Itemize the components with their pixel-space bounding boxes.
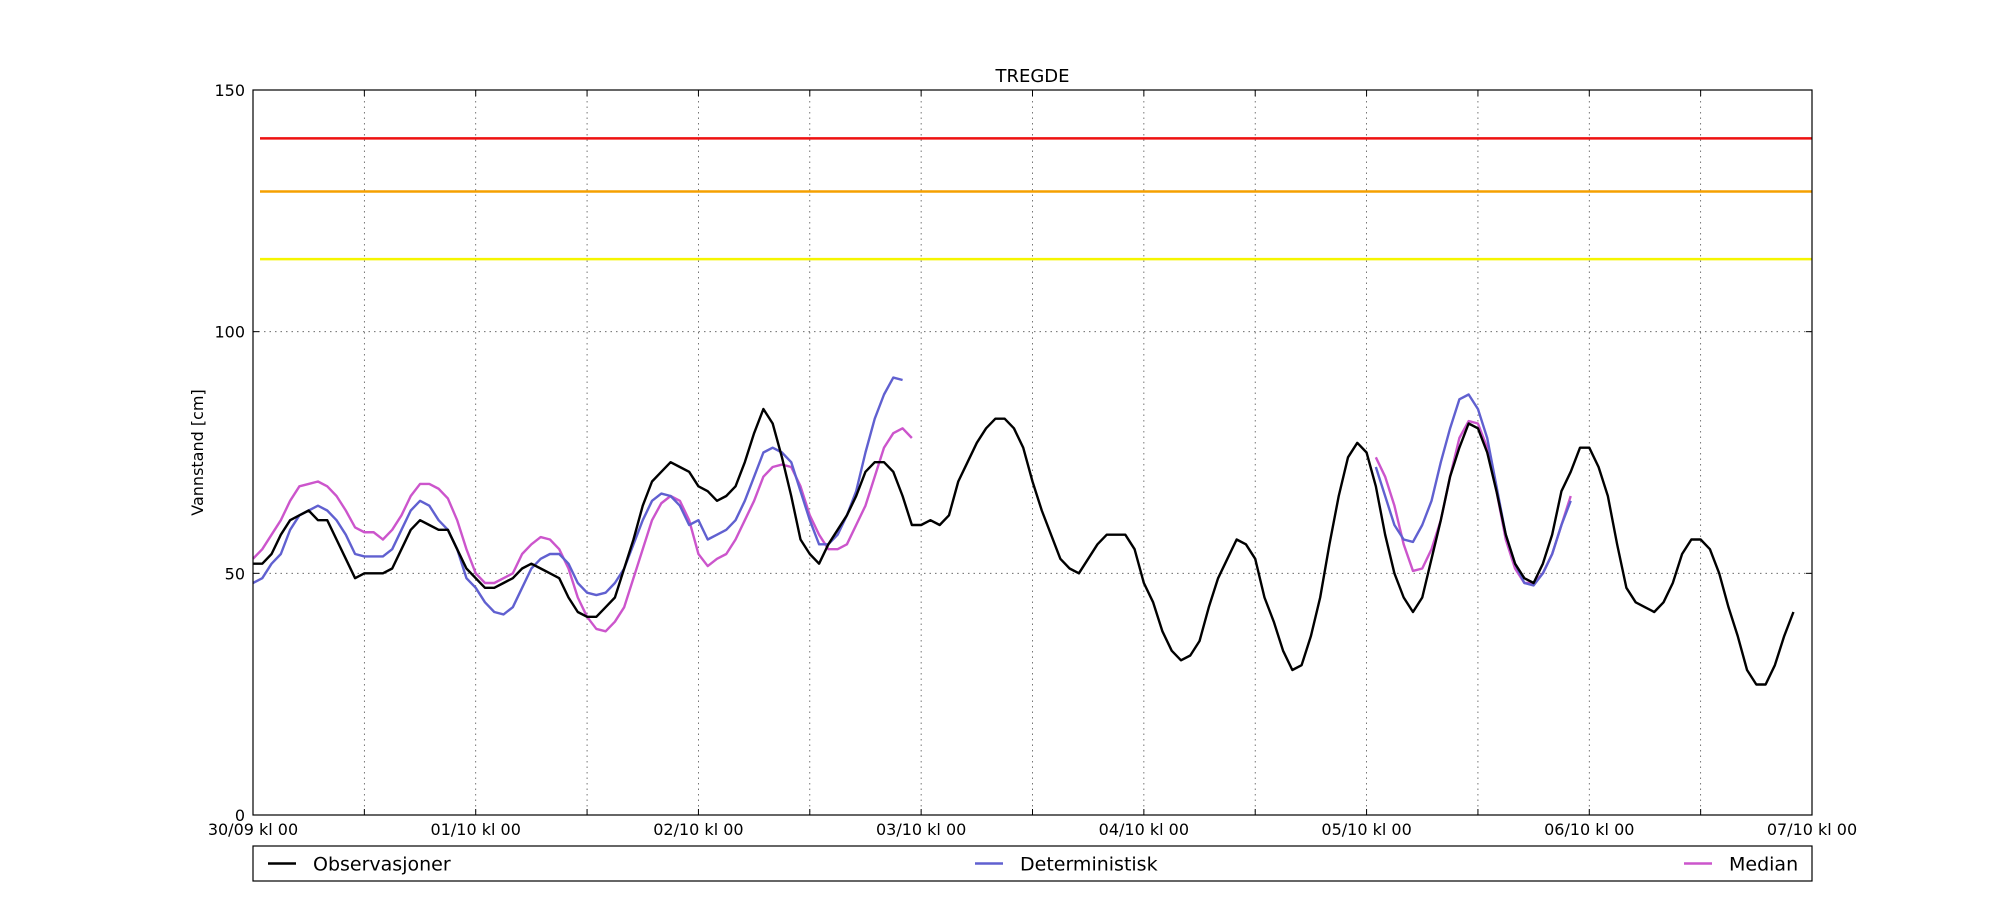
y-axis-label: Vannstand [cm] <box>188 389 207 515</box>
series-line-observasjoner <box>253 407 1795 686</box>
series-line-median <box>252 427 913 633</box>
legend: Observasjoner Deterministisk Median <box>252 845 1813 882</box>
x-tick-label: 04/10 kl 00 <box>1099 820 1189 839</box>
x-tick-label: 03/10 kl 00 <box>876 820 966 839</box>
legend-frame <box>252 845 1813 882</box>
x-tick-label: 30/09 kl 00 <box>208 820 298 839</box>
legend-label: Observasjoner <box>313 854 451 876</box>
y-tick-label: 50 <box>225 564 245 583</box>
y-tick-label: 0 <box>235 806 245 825</box>
threshold-lines <box>260 137 1812 261</box>
x-tick-label: 07/10 kl 00 <box>1767 820 1857 839</box>
series-line-deterministisk <box>1374 393 1572 587</box>
legend-label: Deterministisk <box>1020 854 1158 876</box>
y-tick-label: 150 <box>214 81 245 100</box>
series-line-deterministisk <box>252 376 903 616</box>
x-tick-label: 06/10 kl 00 <box>1544 820 1634 839</box>
axis-ticks: 0 50 100 150 30/09 kl 00 01/10 kl 00 02/10 kl … <box>208 81 1857 839</box>
x-tick-label: 05/10 kl 00 <box>1321 820 1411 839</box>
series-line-median <box>1374 419 1572 585</box>
chart-title: TREGDE <box>994 66 1069 87</box>
legend-label: Median <box>1729 854 1798 876</box>
x-tick-label: 01/10 kl 00 <box>431 820 521 839</box>
x-tick-label: 02/10 kl 00 <box>653 820 743 839</box>
series-lines <box>252 376 1795 686</box>
y-tick-label: 100 <box>214 323 245 342</box>
